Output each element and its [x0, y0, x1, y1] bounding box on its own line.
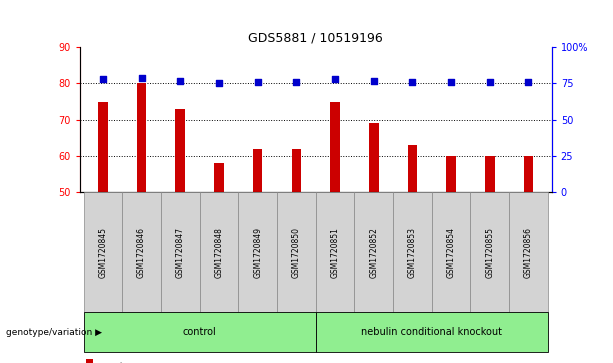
Point: [137, 75, 147, 81]
Text: GSM1720847: GSM1720847: [176, 227, 185, 278]
Bar: [137, 83, 147, 192]
Point: [446, 79, 456, 85]
Text: GSM1720849: GSM1720849: [253, 227, 262, 278]
Text: GSM1720853: GSM1720853: [408, 227, 417, 278]
Bar: [369, 123, 379, 192]
Text: count: count: [97, 362, 124, 363]
Point: [330, 76, 340, 82]
Bar: [292, 149, 301, 192]
Text: genotype/variation ▶: genotype/variation ▶: [6, 328, 102, 337]
Text: GSM1720856: GSM1720856: [524, 227, 533, 278]
Text: control: control: [183, 327, 216, 337]
Text: GSM1720848: GSM1720848: [215, 227, 224, 278]
Point: [408, 79, 417, 85]
Bar: [214, 163, 224, 192]
Bar: [408, 145, 417, 192]
Point: [98, 76, 108, 82]
Text: nebulin conditional knockout: nebulin conditional knockout: [361, 327, 502, 337]
Bar: [330, 102, 340, 192]
Point: [175, 78, 185, 83]
Point: [214, 81, 224, 86]
Point: [291, 79, 301, 85]
Point: [485, 79, 495, 85]
Text: GSM1720854: GSM1720854: [447, 227, 455, 278]
Text: GSM1720846: GSM1720846: [137, 227, 146, 278]
Bar: [485, 156, 495, 192]
Bar: [175, 109, 185, 192]
Text: GSM1720845: GSM1720845: [99, 227, 107, 278]
Text: GSM1720851: GSM1720851: [330, 227, 340, 278]
Text: GSM1720855: GSM1720855: [485, 227, 494, 278]
Text: GSM1720850: GSM1720850: [292, 227, 301, 278]
Point: [253, 79, 262, 85]
Bar: [524, 156, 533, 192]
Point: [369, 78, 379, 83]
Text: GSM1720852: GSM1720852: [369, 227, 378, 278]
Point: [524, 79, 533, 85]
Bar: [446, 156, 456, 192]
Bar: [98, 102, 108, 192]
Bar: [253, 149, 262, 192]
Title: GDS5881 / 10519196: GDS5881 / 10519196: [248, 32, 383, 45]
